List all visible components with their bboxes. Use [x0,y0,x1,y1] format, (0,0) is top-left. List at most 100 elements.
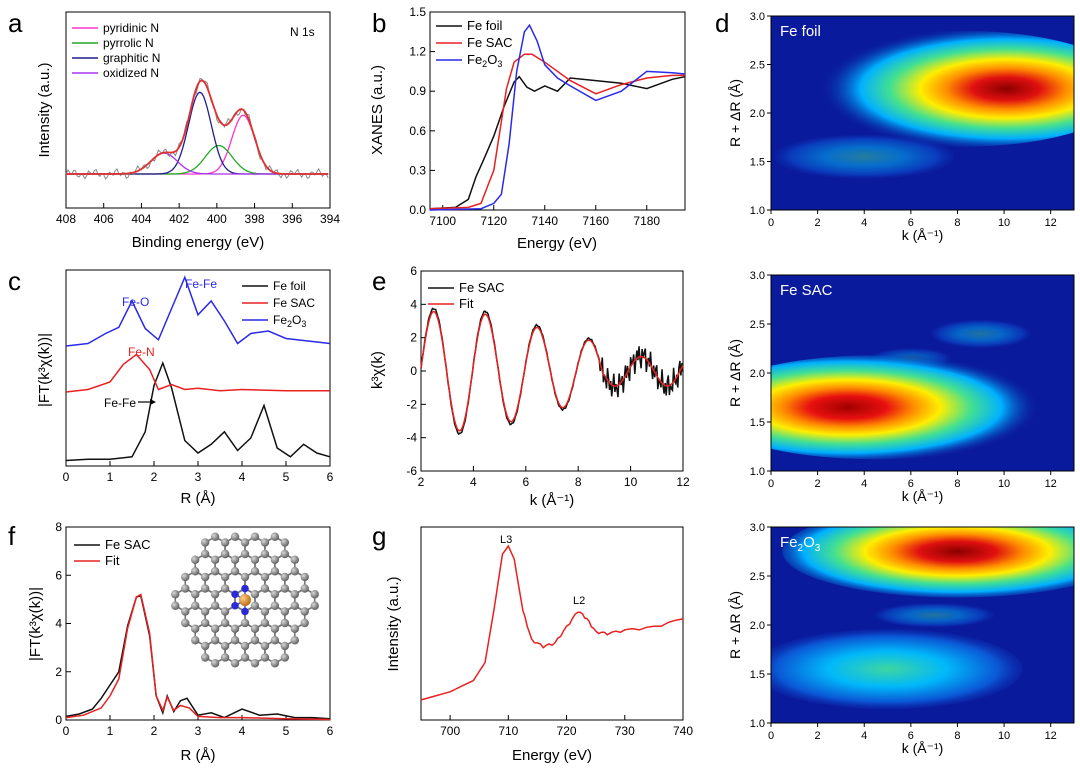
panel-e-y-tick-label: -6 [406,464,417,478]
panel-e-series-fit [420,310,684,432]
panel-f-legend-entry: Fe SAC [105,537,151,552]
panel-e-y-tick-label: 4 [410,297,417,311]
panel-a-fit-pyridinic-n [66,114,329,175]
carbon-atom [260,653,270,662]
panel-a-curves [65,78,329,180]
panel-f-y-tick-label: 2 [55,665,62,679]
carbon-atom [260,607,270,616]
heatmap-y-tick-label: 1.0 [750,718,765,730]
heatmap-x-tick-label: 4 [861,217,867,229]
carbon-atom [290,601,299,610]
carbon-atom [181,618,190,628]
carbon-atom [220,572,230,582]
panel-g-x-tick-label: 740 [673,724,693,738]
wavelet-map-2: Fe SAC 0 2 4 6 8 10 12 1.0 1.5 2.0 2.5 3.0 k (Å⁻¹) R +… [727,270,1075,504]
panel-a-x-tick-label: 402 [169,212,189,226]
carbon-atom [270,624,280,633]
panel-c-label-fe-fe-black: Fe-Fe [104,396,136,410]
carbon-atom [270,555,280,564]
carbon-atom [290,590,299,599]
carbon-atom [191,601,200,610]
panel-f-ylabel: |FT(k³χ(k))| [27,587,44,661]
panel-b-x-tick-label: 7100 [429,214,456,228]
panel-f-x-tick-label: 1 [107,724,114,738]
heatmap-x-tick-label: 12 [1045,478,1057,490]
panel-f-y-tick-label: 8 [55,520,62,534]
carbon-atom [280,584,290,593]
panel-f-ticks: 0 1 2 3 4 5 6 0 2 4 6 8 [55,520,333,738]
wavelet-map-1: Fe foil 0 2 4 6 8 10 12 1.0 1.5 2.0 2.5 3.0 k (Å⁻¹) R … [727,11,1075,243]
panel-a-fit-graphitic-n [66,91,329,175]
carbon-atom [191,636,200,645]
carbon-atom [181,584,190,593]
panel-f-x-tick-label: 4 [239,724,246,738]
heatmap-x-tick-label: 6 [908,730,914,742]
panel-c-legend-entry: Fe2O3 [273,313,306,329]
panel-e-y-tick-label: 2 [410,331,417,345]
heatmap-label: Fe foil [780,23,821,40]
panel-g-x-tick-label: 730 [615,724,635,738]
heatmap-feature [930,319,1031,348]
carbon-atom [300,607,309,616]
carbon-atom [260,618,270,628]
panel-d-wavelet: Fe foil 0 2 4 6 8 10 12 1.0 1.5 2.0 2.5 3.0 k (Å⁻¹) R … [727,11,1075,756]
heatmap-x-tick-label: 8 [954,730,960,742]
heatmap-x-tick-label: 8 [954,478,960,490]
carbon-atom [280,538,290,547]
panel-b-y-tick-label: 1.5 [409,5,426,19]
heatmap-y-tick-label: 3.0 [750,270,765,282]
heatmap-x-tick-label: 12 [1045,730,1057,742]
carbon-atom [270,659,280,668]
carbon-atom [230,555,240,564]
panel-b-legend-entry: Fe foil [467,18,503,33]
panel-b-series-fe-sac [429,53,685,210]
panel-c-legend: Fe foil Fe SAC Fe2O3 [242,279,315,329]
panel-f-x-tick-label: 5 [283,724,290,738]
panel-e-ticks: 2 4 6 8 10 12 -6 -4 -2 0 2 4 6 [406,264,690,489]
carbon-atom [230,532,240,541]
panel-c-curves [65,275,331,462]
carbon-atom [210,532,220,541]
iron-atom [239,594,251,606]
carbon-atom [181,572,190,582]
panel-f-x-tick-label: 6 [327,724,334,738]
panel-a-fit-pyrrolic-n [66,144,329,175]
carbon-atom [270,567,280,576]
panel-b-y-tick-label: 0.0 [409,203,426,217]
panel-c-x-tick-label: 5 [283,470,290,484]
panel-c-x-tick-label: 0 [63,470,70,484]
panel-f-x-tick-label: 2 [151,724,158,738]
carbon-atom [240,538,250,547]
carbon-atom [280,549,290,559]
heatmap-y-tick-label: 1.0 [750,466,765,478]
heatmap-y-tick-label: 1.0 [750,205,765,217]
panel-c-series-fe-foil [65,360,331,462]
heatmap-ylabel: R + ΔR (Å) [727,591,743,659]
panel-b-x-tick-label: 7180 [633,214,660,228]
panel-f-y-tick-label: 0 [55,713,62,727]
heatmap-peak [782,527,1074,598]
panel-b-y-tick-label: 0.9 [409,84,426,98]
carbon-atom [191,555,200,564]
nitrogen-atom [231,601,239,610]
heatmap-label: Fe2O3 [780,534,821,554]
heatmap-y-tick-label: 2.5 [750,60,765,72]
heatmap-y-tick-label: 3.0 [750,11,765,23]
panel-c-label-fe-fe-blue: Fe-Fe [185,277,217,291]
heatmap-feature [774,134,955,179]
panel-f-series-fit [65,593,331,721]
carbon-atom [230,624,240,633]
panel-c-series-fe-sac [65,353,330,393]
panel-e-legend-entry: Fit [459,296,474,311]
heatmap-x-tick-label: 0 [768,730,774,742]
panel-e-x-tick-label: 6 [522,475,529,489]
panel-e-xlabel: k (Å⁻¹) [530,492,575,509]
carbon-atom [200,618,210,628]
panel-e-ylabel: k³χ(k) [369,351,386,389]
nitrogen-atom [231,590,239,599]
heatmap-xlabel: k (Å⁻¹) [902,740,944,756]
panel-f-y-tick-label: 4 [55,617,62,631]
carbon-atom [230,659,240,668]
